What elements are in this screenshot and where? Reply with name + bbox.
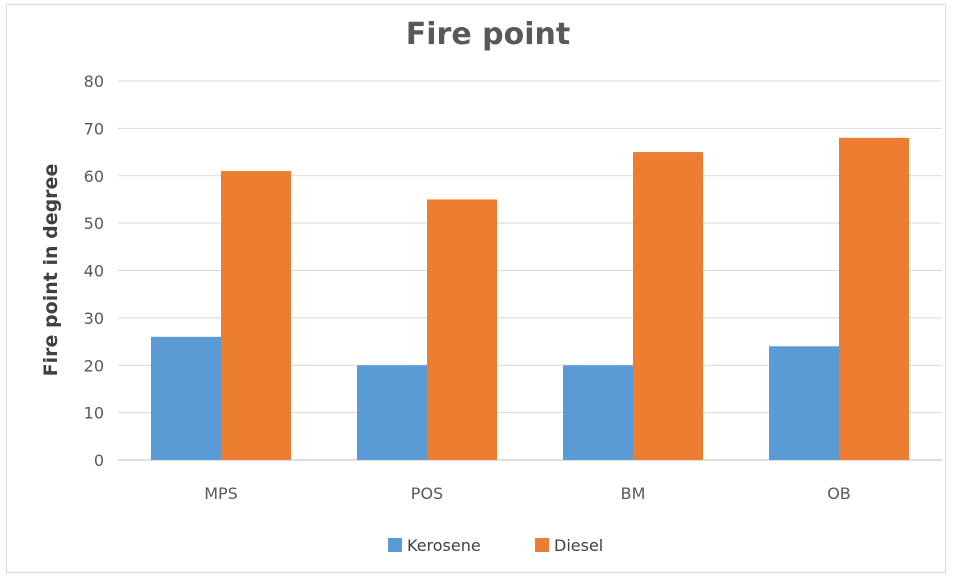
y-tick-label: 20 <box>84 356 104 375</box>
y-tick-label: 60 <box>84 167 104 186</box>
bars <box>151 137 909 460</box>
legend-swatch-kerosene <box>388 538 402 552</box>
y-tick-label: 30 <box>84 309 104 328</box>
y-tick-label: 0 <box>94 451 104 470</box>
x-axis-ticks: MPS POS BM OB <box>204 484 851 503</box>
legend-label-diesel: Diesel <box>554 536 603 555</box>
bar-diesel-bm <box>633 152 703 460</box>
x-tick-label: BM <box>621 484 646 503</box>
x-tick-label: POS <box>411 484 443 503</box>
y-tick-label: 50 <box>84 214 104 233</box>
chart-title: Fire point <box>406 17 570 52</box>
y-tick-label: 10 <box>84 404 104 423</box>
bar-diesel-ob <box>839 137 909 460</box>
y-tick-label: 80 <box>84 72 104 91</box>
bar-diesel-pos <box>427 199 497 460</box>
y-tick-label: 40 <box>84 262 104 281</box>
x-tick-label: MPS <box>204 484 238 503</box>
legend-label-kerosene: Kerosene <box>407 536 481 555</box>
legend: Kerosene Diesel <box>388 536 603 555</box>
x-tick-label: OB <box>827 484 851 503</box>
y-tick-label: 70 <box>84 119 104 138</box>
y-axis-title: Fire point in degree <box>40 164 62 377</box>
bar-diesel-mps <box>221 171 291 460</box>
bar-kerosene-mps <box>151 336 221 460</box>
bar-kerosene-bm <box>563 365 633 460</box>
y-axis-ticks: 0 10 20 30 40 50 60 70 80 <box>84 72 104 470</box>
bar-kerosene-ob <box>769 346 839 460</box>
bar-kerosene-pos <box>357 365 427 460</box>
legend-swatch-diesel <box>535 538 549 552</box>
